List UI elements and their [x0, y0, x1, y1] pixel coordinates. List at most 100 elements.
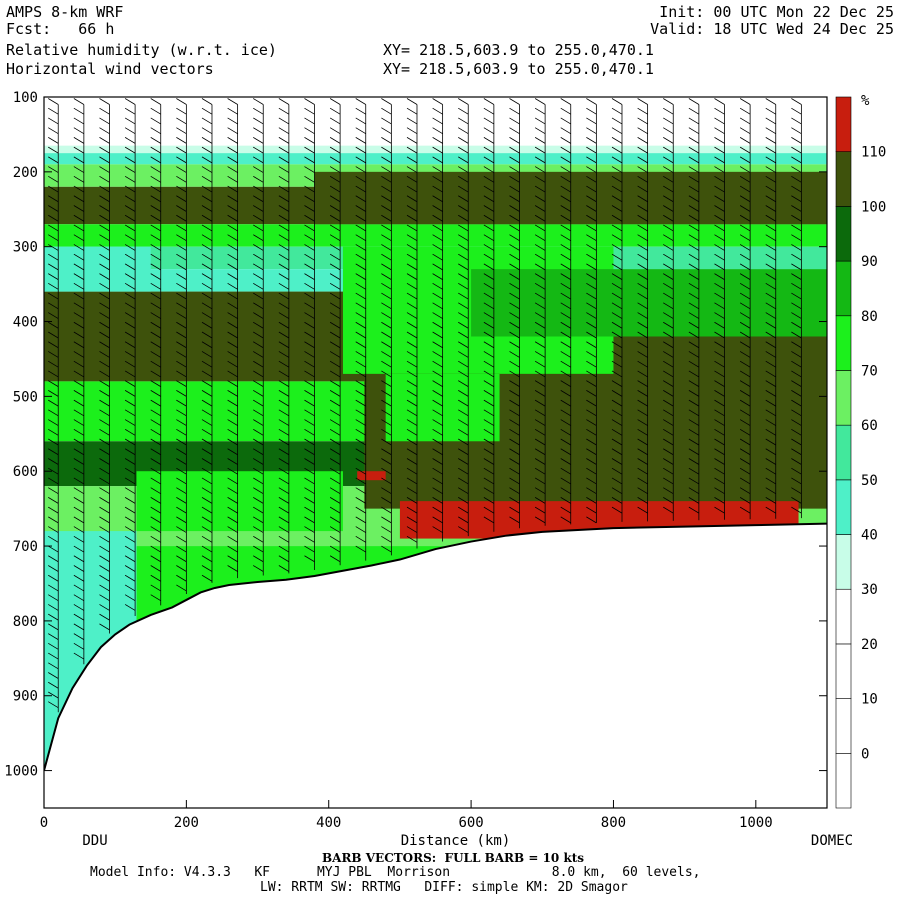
colorbar-swatch: [835, 534, 852, 590]
wind-barb-column: [278, 98, 290, 572]
physics-info: LW: RRTM SW: RRTMG DIFF: simple KM: 2D S…: [260, 880, 628, 895]
colorbar-label: 30: [861, 582, 878, 598]
field-name-1: Relative humidity (w.r.t. ice): [6, 41, 277, 59]
colorbar-label: 0: [861, 746, 869, 762]
x-tick-label: 200: [174, 815, 199, 831]
wind-barb-column: [355, 98, 366, 553]
wind-barb-column: [406, 98, 418, 543]
colorbar-swatch: [835, 315, 852, 371]
colorbar-label: 60: [861, 418, 878, 434]
wind-barb-column: [765, 98, 776, 514]
terrain-surface-line: [44, 522, 827, 771]
x-tick-label: 1000: [739, 815, 773, 831]
y-tick-label: 800: [13, 614, 38, 630]
y-tick-label: 500: [13, 389, 38, 405]
wind-barb-column: [150, 98, 161, 602]
rh-patch-ice-sat-1: [357, 471, 386, 481]
wind-barb-column: [48, 98, 59, 709]
y-tick-label: 600: [13, 464, 38, 480]
wind-vectors: [48, 98, 802, 713]
wind-barb-column: [791, 98, 802, 514]
wind-barb-column: [458, 98, 469, 533]
wind-barb-column: [663, 98, 674, 514]
xy-range-1: XY= 218.5,603.9 to 255.0,470.1: [383, 41, 654, 59]
colorbar-swatch: [835, 260, 852, 317]
colorbar-swatch: [835, 424, 852, 481]
wind-barb-column: [304, 98, 315, 563]
rh-patch-left-moist: [44, 246, 151, 292]
wind-barb-column: [688, 98, 700, 514]
colorbar-swatch: [835, 588, 852, 645]
colorbar-label: 40: [861, 528, 878, 544]
x-tick-label: 0: [40, 815, 48, 831]
x-endpoint-left: DDU: [82, 833, 107, 849]
y-tick-label: 100: [13, 90, 38, 106]
wind-barb-column: [73, 98, 85, 660]
rh-band-dry-top: [44, 97, 827, 146]
colorbar-label: 110: [861, 145, 886, 161]
wind-barb-column: [227, 98, 238, 572]
colorbar-label: 80: [861, 309, 878, 325]
wind-barb-column: [124, 98, 136, 611]
field-name-2: Horizontal wind vectors: [6, 60, 214, 78]
model-title: AMPS 8-km WRF: [6, 3, 124, 21]
y-tick-label: 700: [13, 539, 38, 555]
wind-barb-column: [99, 98, 110, 631]
colorbar-label: 50: [861, 473, 878, 489]
wind-barb-column: [714, 98, 725, 514]
colorbar-label: 20: [861, 637, 878, 653]
wind-barb-column: [534, 98, 546, 524]
colorbar-swatch: [835, 206, 852, 262]
wind-barb-column: [201, 98, 213, 582]
wind-barb-column: [637, 98, 648, 514]
rh-band-30: [44, 145, 827, 154]
colorbar-label: 90: [861, 254, 878, 270]
y-tick-label: 300: [13, 240, 38, 256]
terrain-mask: [44, 523, 827, 808]
x-axis-label: Distance (km): [401, 833, 511, 849]
wind-barb-column: [381, 98, 392, 553]
colorbar-label: 10: [861, 692, 878, 708]
colorbar-swatch: [835, 96, 852, 152]
barb-legend: BARB VECTORS: FULL BARB = 10 kts: [322, 851, 585, 865]
rh-patch-bl: [136, 471, 343, 532]
colorbar: 0 10 20 30 40 50 60 70 80 90 100 110%: [835, 93, 886, 809]
x-tick-label: 600: [458, 815, 483, 831]
colorbar-swatch: [835, 151, 852, 207]
init-time: Init: 00 UTC Mon 22 Dec 25: [659, 3, 894, 21]
colorbar-swatch: [835, 698, 852, 754]
forecast-hour: Fcst: 66 h: [6, 20, 115, 38]
plot-frame: [43, 96, 828, 809]
y-tick-label: 900: [13, 689, 38, 705]
wind-barb-column: [329, 98, 341, 563]
wind-barb-column: [586, 98, 597, 524]
y-tick-label: 1000: [4, 764, 38, 780]
wind-barb-column: [560, 98, 571, 524]
rh-patch-right-mid: [471, 269, 827, 337]
y-tick-label: 400: [13, 315, 38, 331]
colorbar-label: 70: [861, 363, 878, 379]
wind-barb-column: [432, 98, 443, 533]
xy-range-2: XY= 218.5,603.9 to 255.0,470.1: [383, 60, 654, 78]
wind-barb-column: [739, 98, 751, 514]
colorbar-label: 100: [861, 199, 886, 215]
colorbar-swatch: [835, 753, 852, 809]
wind-barb-column: [176, 98, 187, 592]
colorbar-unit: %: [861, 93, 870, 109]
wind-barb-column: [253, 98, 264, 572]
x-tick-label: 400: [316, 815, 341, 831]
wind-barb-column: [509, 98, 520, 524]
model-info: Model Info: V4.3.3 KF MYJ PBL Morrison 8…: [90, 865, 701, 880]
valid-time: Valid: 18 UTC Wed 24 Dec 25: [650, 20, 894, 38]
wind-barb-column: [611, 98, 623, 514]
rh-field: [44, 97, 827, 808]
colorbar-swatch: [835, 479, 852, 535]
y-tick-label: 200: [13, 165, 38, 181]
colorbar-swatch: [835, 370, 852, 426]
colorbar-swatch: [835, 643, 852, 699]
wind-barb-column: [483, 98, 495, 524]
x-endpoint-right: DOMEC: [811, 833, 853, 849]
rh-band-80-upper: [44, 224, 827, 247]
x-tick-label: 800: [601, 815, 626, 831]
